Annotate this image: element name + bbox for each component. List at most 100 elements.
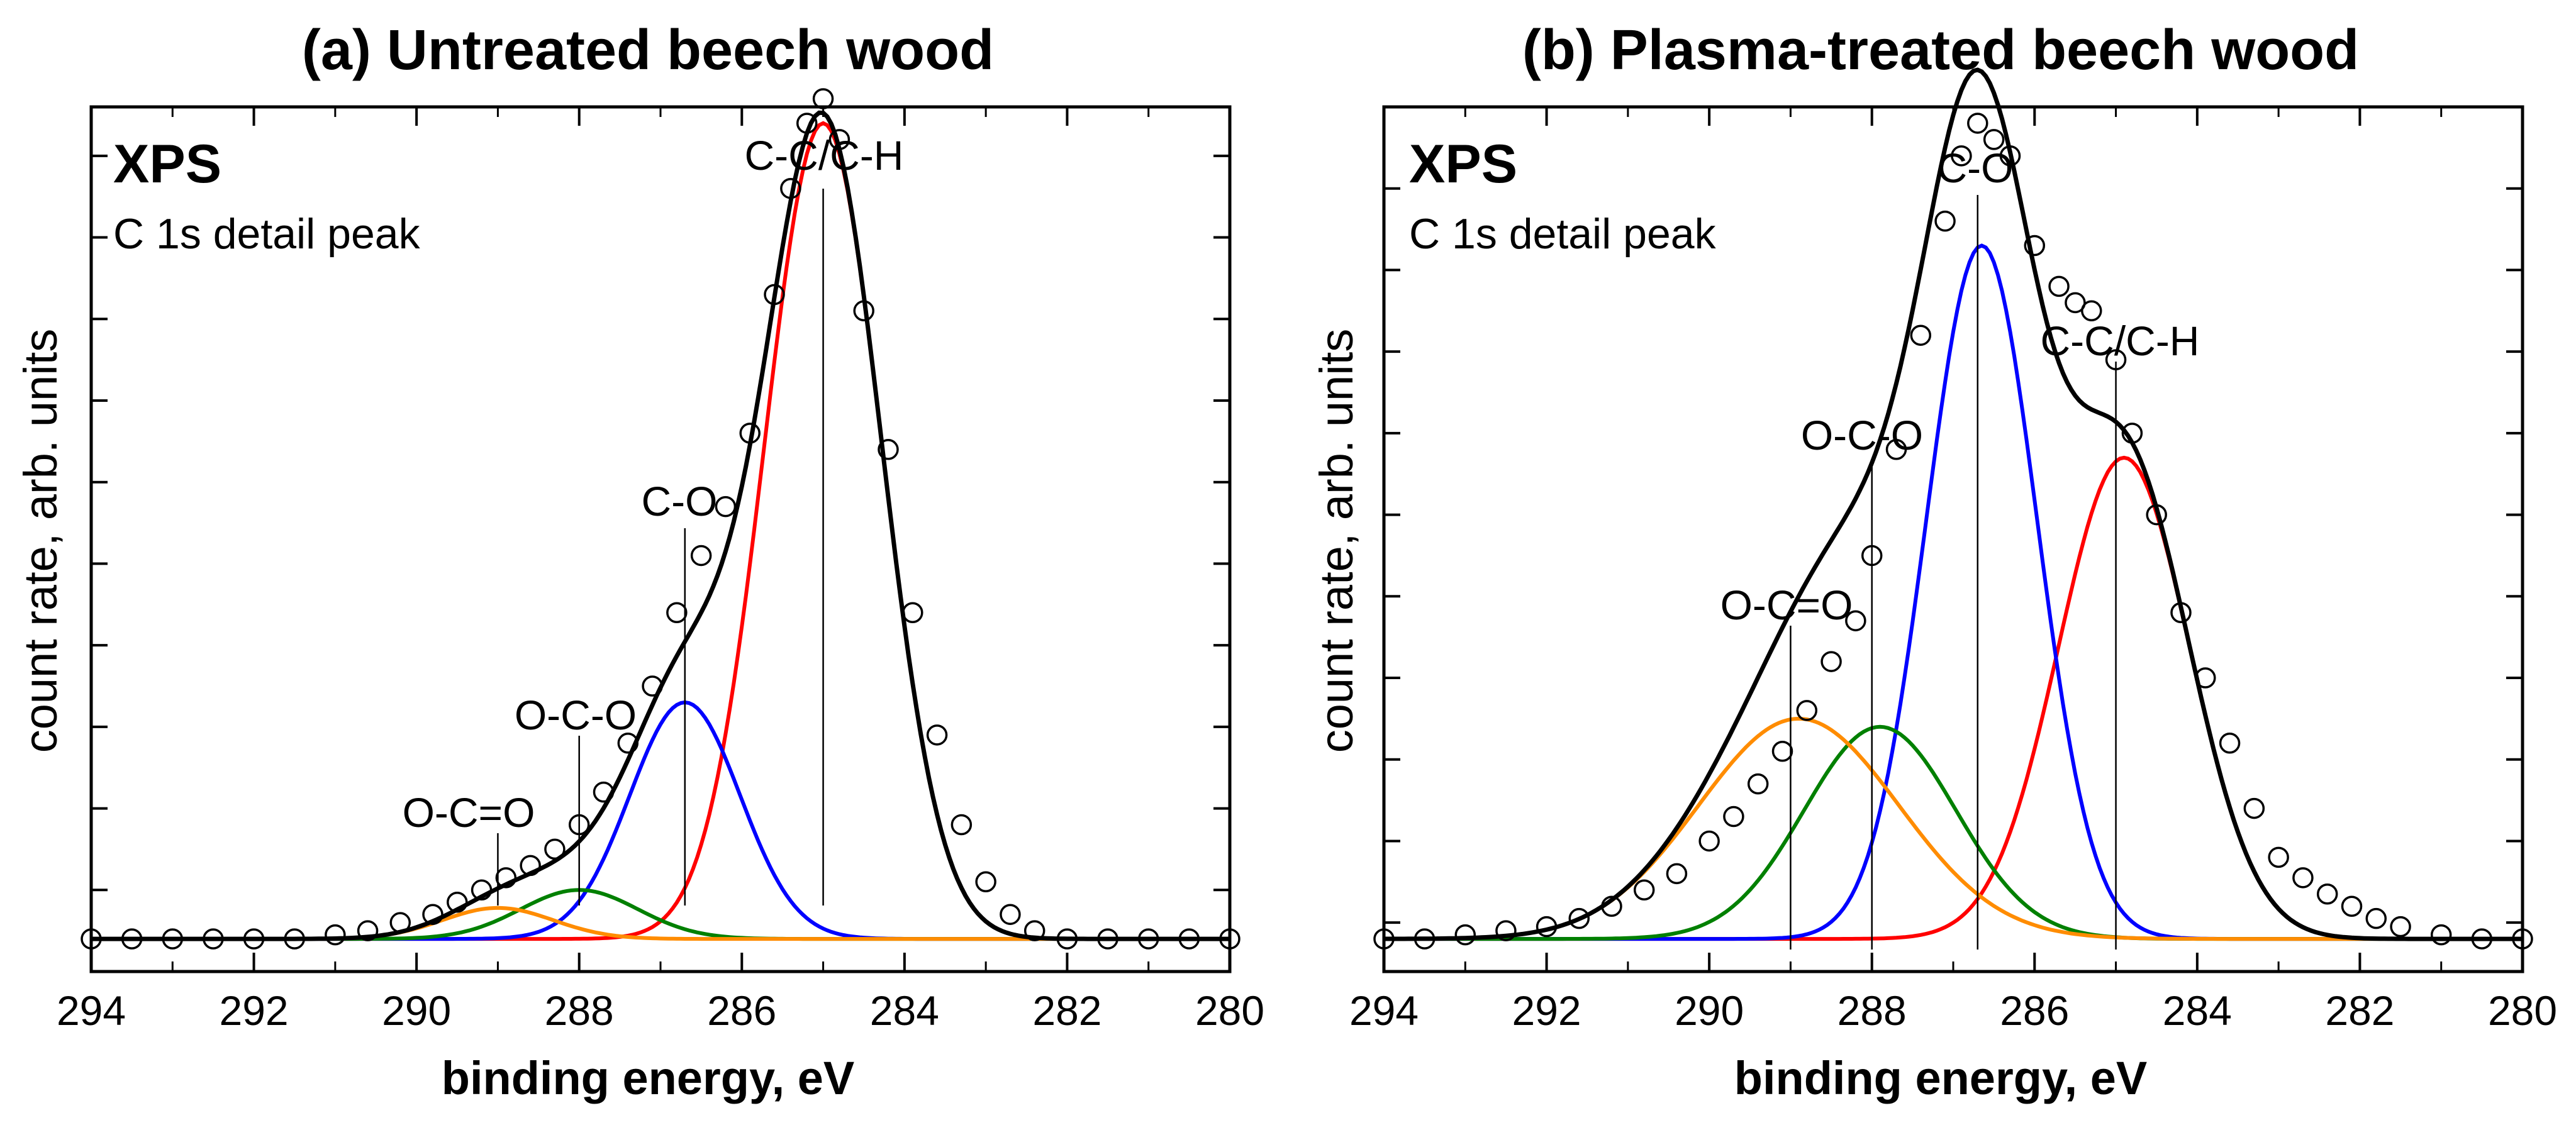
panel-a-data-point [1023,920,1045,941]
panel-b-data-point [2024,235,2046,257]
panel-a-xtick-label: 280 [1195,987,1264,1034]
panel-a-data-point [422,904,443,925]
panel-a-xtick-label: 286 [707,987,776,1034]
panel-b-data-point [1666,863,1688,885]
panel-a-data-point [739,423,761,444]
panel-b-data-point [2316,884,2338,905]
panel-b-ylabel: count rate, arb. units [1310,329,1363,753]
panel-b-peak-label: O-C-O [1801,412,1923,458]
panel-b-xtick-label: 294 [1349,987,1419,1034]
panel-b-data-point [1910,324,1932,346]
panel-a-data-point [495,867,517,889]
panel-b-data-point [1698,830,1720,852]
panel-a-curve-o-c-o [91,888,1230,941]
panel-b-curve-o-c-o [1384,716,2523,941]
panel-a-xtick-label: 288 [545,987,614,1034]
panel-a-data-point [902,602,923,623]
panel-b-data-point [2081,300,2102,322]
panel-a-peak-label: O-C=O [403,789,535,836]
panel-b-data-point [2048,275,2070,297]
panel-a-data-point [796,113,818,134]
panel-b-data-point [1454,924,1476,946]
panel-a-data-point [715,496,737,518]
panel-b-data-point [1951,145,1972,167]
panel-a-curve-c-o [91,700,1230,941]
panel-a-data-point [642,675,663,697]
panel-b-xtick-label: 292 [1512,987,1581,1034]
panel-a-data-point [243,928,265,950]
panel-a-ylabel: count rate, arb. units [14,329,67,753]
panel-a-title: (a) Untreated beech wood [302,19,994,82]
panel-b-curve-c-o [1384,243,2523,941]
panel-a-data-point [764,284,785,306]
panel-a-data-point [121,928,143,950]
panel-a-data-point [1000,904,1021,925]
panel-a-data-point [828,129,850,150]
panel-b-data-point [1771,741,1793,762]
panel-b-data-point [2430,924,2452,946]
panel-a-peak-label: O-C-O [515,692,637,738]
panel-a-peak-label: C-C/C-H [745,132,904,179]
panel-a-data-point [1097,928,1118,950]
panel-b-xtick-label: 288 [1837,987,1907,1034]
panel-a-data-point [975,871,996,893]
panel-b-data-point [1796,700,1818,721]
panel-b-data-point [1633,879,1655,901]
panel-b-data-point [2146,504,2167,526]
panel-a-data-point [1219,928,1241,950]
panel-b-data-point [2365,907,2387,929]
panel-b-data-point [1723,806,1744,828]
panel-a-data-point [325,924,346,946]
panel-b-data-point [2219,733,2241,754]
panel-a-xtick-label: 284 [870,987,939,1034]
panel-b-data-point [2512,928,2533,950]
panel-a-data-point [593,781,615,803]
panel-b-data-point [1845,610,1866,631]
panel-a-data-point [812,88,834,109]
panel-a-data-point [951,814,973,836]
panel-b-data-point [1413,928,1436,950]
panel-a-data-point [520,855,541,877]
panel-b-data-point [1601,895,1622,917]
panel-a-data-point [1056,928,1078,950]
panel-a-data-point [926,724,948,746]
panel-b-xtick-label: 286 [2000,987,2069,1034]
panel-b-data-point [1999,145,2021,167]
panel-b-data-point [2065,292,2086,314]
panel-b-xtick-label: 290 [1675,987,1744,1034]
panel-a: (a) Untreated beech wood count rate, arb… [14,19,1264,1104]
panel-b-data-point [1373,928,1395,950]
panel-b-peak-label: C-C/C-H [2041,318,2200,364]
panel-a-data-point [203,928,224,950]
panel-a-data-point [878,439,899,460]
panel-b-data-point [2195,667,2216,689]
panel-b-data-point [2341,895,2363,917]
panel-b-xtick-label: 282 [2325,987,2394,1034]
panel-a-peak-label: C-O [642,478,718,524]
panel-b-data-point [2170,602,2192,623]
panel-a-data-point [617,733,639,754]
panel-b-data-point [1885,439,1907,460]
panel-a-xtick-label: 292 [220,987,289,1034]
panel-a-xps-label: XPS [113,134,221,194]
panel-a-data-point [162,928,184,950]
panel-b-data-point [1536,916,1558,938]
panel-a-data-point [447,891,468,913]
panel-b-curve-o-c-o [1384,724,2523,941]
panel-b-data-point [1568,907,1590,929]
panel-a-sub-label: C 1s detail peak [113,210,421,258]
panel-b-xtick-label: 280 [2488,987,2557,1034]
panel-b-curve-envelope [1384,67,2523,941]
panel-a-xtick-label: 290 [382,987,451,1034]
panel-b-peak-label: C-O [1938,145,2014,191]
panel-b-data-point [1983,129,2005,150]
panel-a-data-point [780,177,801,199]
panel-a-xlabel: binding energy, eV [442,1052,855,1104]
panel-a-data-point [471,879,493,901]
panel-a-data-point [389,912,411,933]
panel-a-data-point [690,545,712,567]
panel-b-data-point [2121,423,2143,444]
panel-b-xps-label: XPS [1409,134,1517,194]
panel-b-data-point [1967,113,1988,134]
